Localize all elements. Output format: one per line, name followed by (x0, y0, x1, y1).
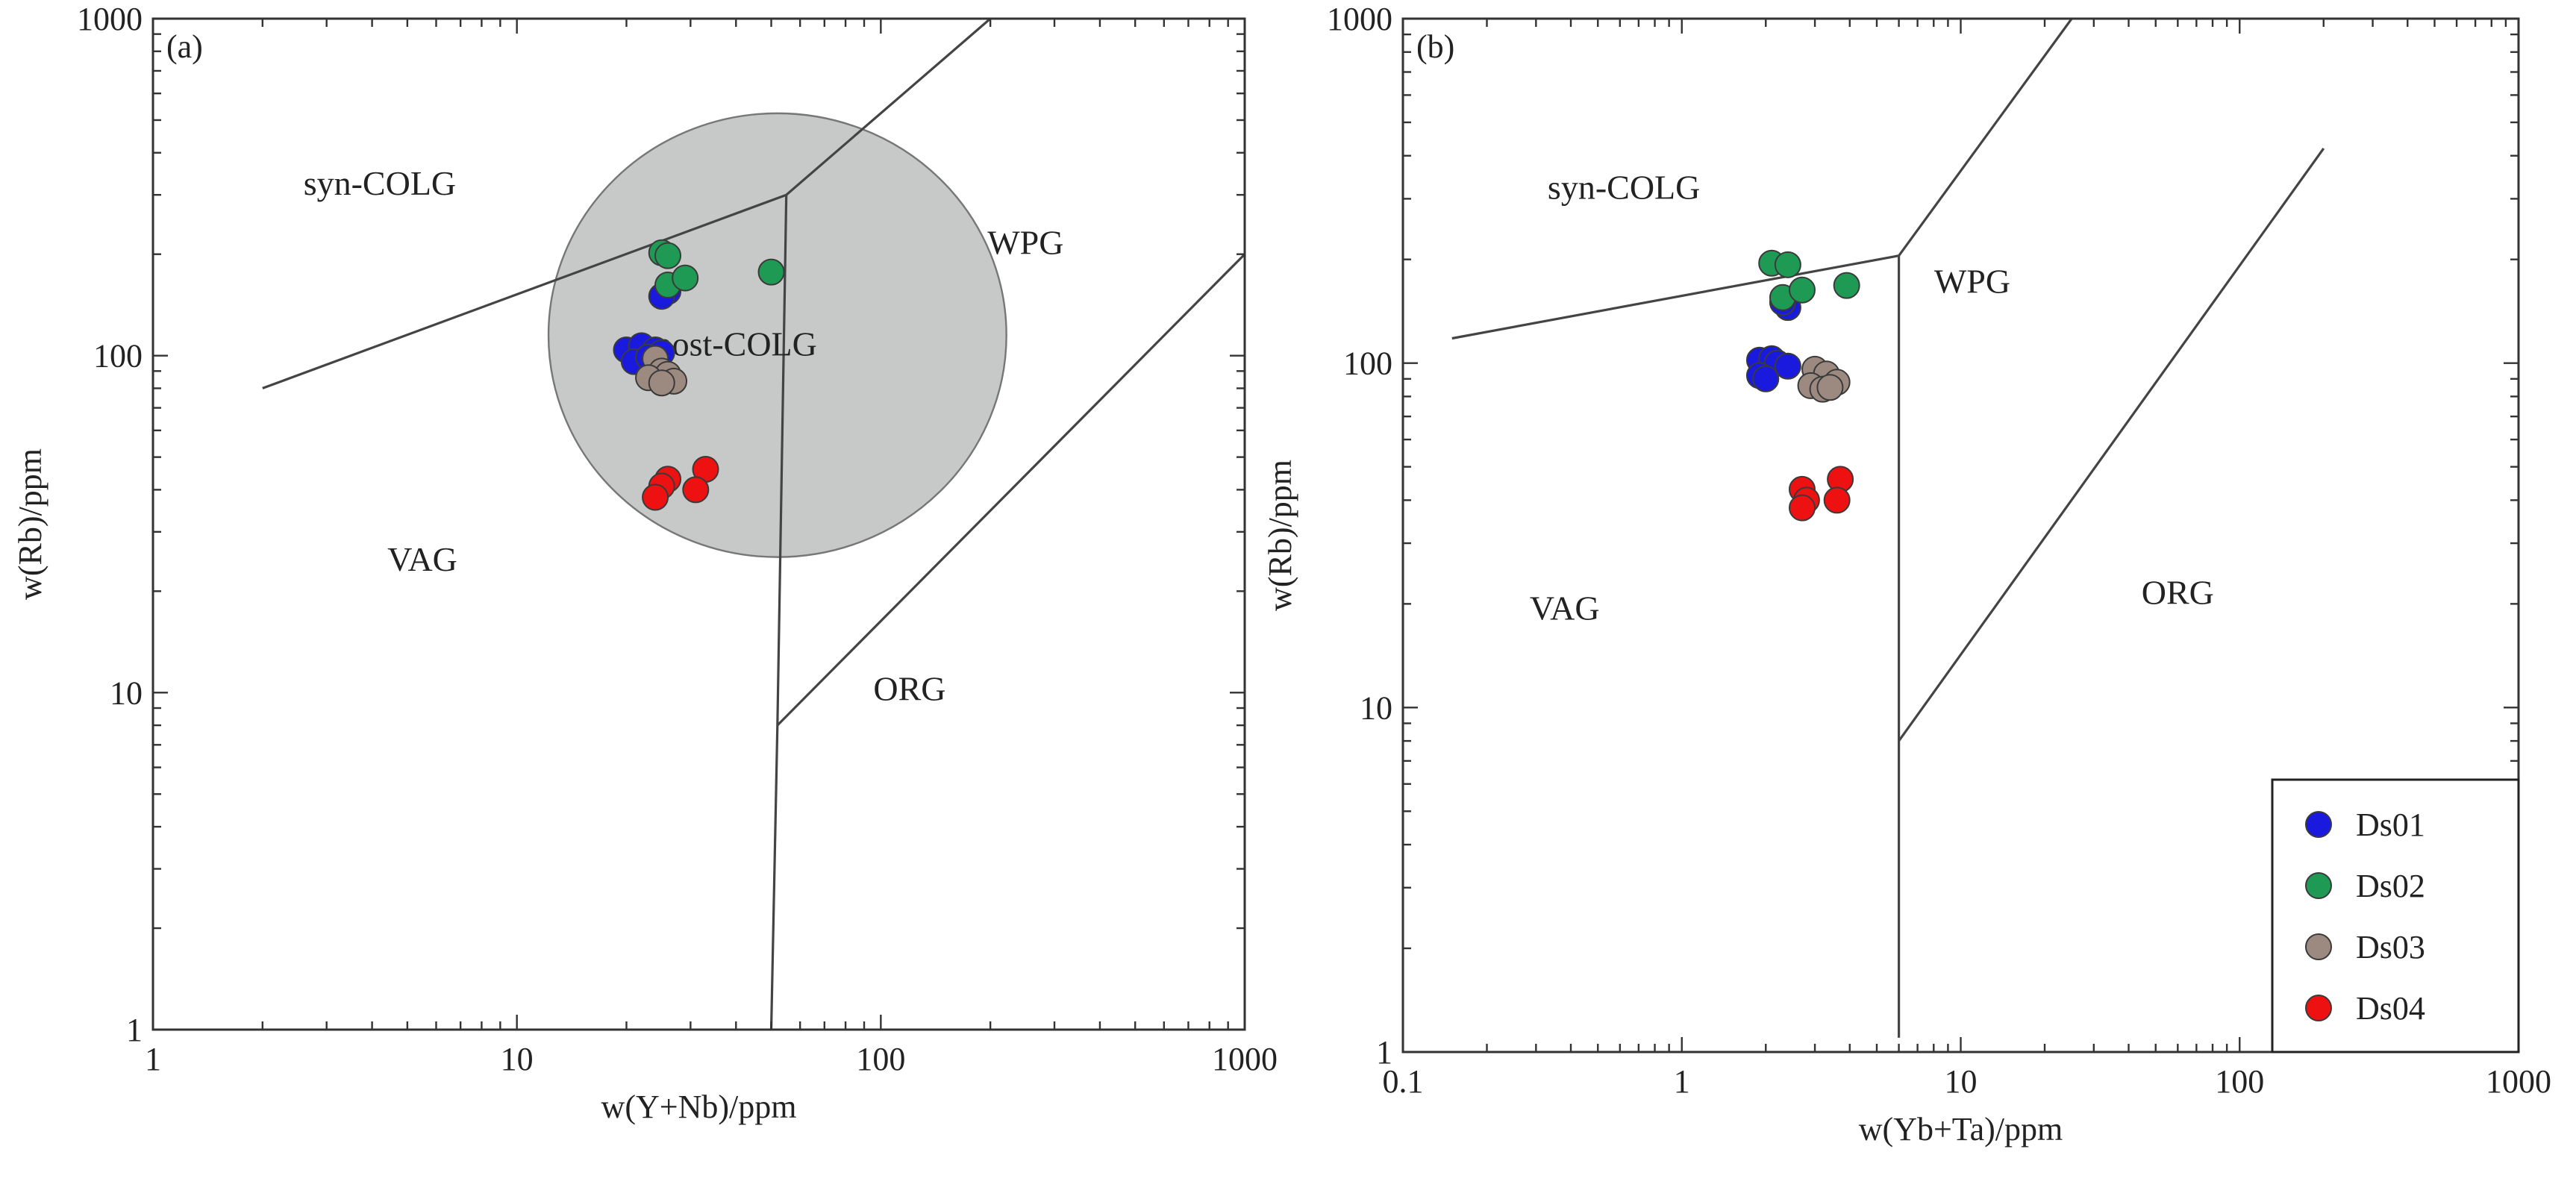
field-label-syn-colg: syn-COLG (1548, 168, 1700, 206)
x-tick-label: 10 (501, 1041, 534, 1077)
panel-b: 0.1 1 10 100 10001101001000w(Yb+Ta)/ppmw(Rb)… (1262, 1, 2551, 1148)
data-point-ds02 (672, 264, 699, 292)
panel-b-frame (1401, 17, 2520, 1053)
boundary-line-3 (776, 253, 1245, 727)
field-label-vag: VAG (1530, 589, 1600, 627)
y-tick-label: 1000 (1327, 1, 1392, 37)
series-ds03 (635, 345, 688, 397)
data-point-ds02 (1774, 251, 1801, 278)
x-axis-title: w(Y+Nb)/ppm (601, 1089, 797, 1125)
panel-label: (b) (1416, 28, 1454, 65)
y-tick-label: 100 (93, 338, 143, 375)
x-tick-label: 100 (856, 1041, 905, 1077)
panel-b-plot-area (1451, 19, 2325, 1038)
x-tick-label: 10 (1945, 1063, 1978, 1100)
y-tick-label: 1000 (77, 1, 143, 37)
legend-label-ds01: Ds01 (2356, 807, 2425, 843)
data-point-ds01 (1774, 352, 1801, 380)
field-label-vag: VAG (387, 540, 457, 578)
y-axis-title: w(Rb)/ppm (12, 448, 49, 600)
series-ds04 (642, 455, 719, 511)
y-tick-label: 100 (1343, 345, 1392, 382)
legend-label-ds04: Ds04 (2356, 990, 2425, 1027)
field-label-wpg: WPG (1934, 262, 2010, 300)
field-label-syn-colg: syn-COLG (304, 164, 456, 202)
legend-marker-ds03 (2305, 933, 2332, 960)
series-ds02 (648, 239, 785, 299)
x-tick-label: 1 (1674, 1063, 1690, 1100)
panel-a-plot-area (262, 19, 1245, 1030)
x-axis-title: w(Yb+Ta)/ppm (1859, 1111, 2063, 1148)
data-point-ds03 (648, 369, 675, 397)
legend: Ds01 Ds02 Ds03 Ds04 (2271, 778, 2520, 1053)
data-point-ds04 (1823, 486, 1851, 514)
series-ds04 (1788, 466, 1854, 522)
y-tick-label: 10 (1360, 689, 1392, 726)
y-tick-label: 1 (126, 1012, 143, 1048)
x-tick-label: 100 (2215, 1063, 2264, 1100)
x-tick-label: 1 (145, 1041, 161, 1077)
data-point-ds02 (757, 258, 785, 286)
data-point-ds02 (654, 242, 682, 269)
legend-label-ds02: Ds02 (2356, 868, 2425, 904)
panel-a-frame (151, 17, 1246, 1031)
post-colg-field (547, 112, 1007, 558)
data-point-ds04 (682, 476, 710, 504)
series-ds03 (1797, 355, 1851, 403)
y-axis-title: w(Rb)/ppm (1262, 460, 1298, 611)
data-point-ds04 (1788, 494, 1816, 522)
y-tick-label: 10 (110, 674, 143, 711)
field-label-post-colg: post-COLG (655, 325, 817, 363)
series-ds02 (1758, 249, 1860, 311)
y-tick-label: 1 (1376, 1034, 1392, 1071)
x-tick-label: 1000 (1212, 1041, 1278, 1077)
legend-marker-ds01 (2305, 811, 2332, 838)
legend-label-ds03: Ds03 (2356, 929, 2425, 965)
data-point-ds01 (1752, 365, 1780, 392)
x-tick-label: 1000 (2486, 1063, 2551, 1100)
field-label-org: ORG (2142, 573, 2214, 611)
boundary-line-3 (1898, 147, 2325, 742)
field-label-wpg: WPG (987, 224, 1063, 262)
legend-marker-ds04 (2305, 995, 2332, 1021)
legend-marker-ds02 (2305, 872, 2332, 899)
field-label-org: ORG (873, 669, 945, 707)
panel-label: (a) (166, 28, 203, 65)
data-point-ds02 (1833, 272, 1860, 299)
x-tick-label: 0.1 (1383, 1063, 1424, 1100)
data-point-ds02 (1788, 276, 1816, 304)
data-point-ds03 (1816, 374, 1844, 401)
panel-a: 1 10 100 1000 1 10 100 1000 w(Y+Nb)/ppm w(Rb)/ppm… (12, 1, 1278, 1125)
data-point-ds04 (642, 483, 669, 511)
